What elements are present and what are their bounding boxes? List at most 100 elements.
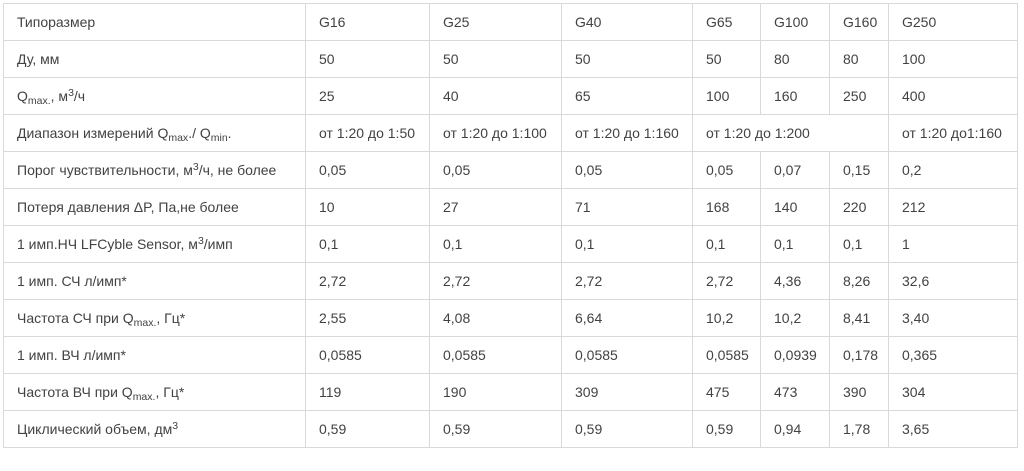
- value-cell: 309: [561, 373, 693, 411]
- row-label-cell: Диапазон измерений Qmax./ Qmin.: [3, 114, 306, 152]
- value-cell: 0,1: [305, 225, 430, 263]
- value-cell: 140: [760, 188, 830, 226]
- value-cell: 0,365: [888, 336, 1018, 374]
- column-header-cell: G65: [692, 3, 761, 41]
- row-label-cell: Ду, мм: [3, 40, 306, 78]
- value-cell: 160: [760, 77, 830, 115]
- table-row: Частота ВЧ при Qmax., Гц* 119 190 309 475 473…: [3, 373, 1018, 411]
- value-cell: 100: [692, 77, 761, 115]
- value-cell: 1,78: [829, 410, 889, 448]
- value-cell: от 1:20 до 1:100: [429, 114, 562, 152]
- value-cell: 8,26: [829, 262, 889, 300]
- column-header-cell: G40: [561, 3, 693, 41]
- value-cell: 80: [760, 40, 830, 78]
- value-cell: 220: [829, 188, 889, 226]
- value-cell: 50: [429, 40, 562, 78]
- row-label-cell: Порог чувствительности, м3/ч, не более: [3, 151, 306, 189]
- value-cell: 10: [305, 188, 430, 226]
- value-cell: 32,6: [888, 262, 1018, 300]
- value-cell: 3,40: [888, 299, 1018, 337]
- value-cell: 50: [561, 40, 693, 78]
- value-cell: 0,0939: [760, 336, 830, 374]
- value-cell: 2,55: [305, 299, 430, 337]
- row-label-cell: Qmax., м3/ч: [3, 77, 306, 115]
- value-cell: 8,41: [829, 299, 889, 337]
- value-cell: 0,1: [692, 225, 761, 263]
- value-cell: 1: [888, 225, 1018, 263]
- value-cell: 212: [888, 188, 1018, 226]
- row-label-cell: Потеря давления ΔP, Па,не более: [3, 188, 306, 226]
- table-row: Циклический объем, дм3 0,59 0,59 0,59 0,59 0,…: [3, 410, 1018, 448]
- value-cell: 0,05: [429, 151, 562, 189]
- value-cell: 50: [305, 40, 430, 78]
- value-cell: 390: [829, 373, 889, 411]
- header-label-cell: Типоразмер: [3, 3, 306, 41]
- value-cell: 10,2: [692, 299, 761, 337]
- table-row: Ду, мм 50 50 50 50 80 80 100: [3, 40, 1018, 78]
- table-row: Потеря давления ΔP, Па,не более 10 27 71 168…: [3, 188, 1018, 226]
- value-cell: 0,59: [429, 410, 562, 448]
- value-cell: 6,64: [561, 299, 693, 337]
- value-cell: 119: [305, 373, 430, 411]
- row-label-cell: 1 имп. ВЧ л/имп*: [3, 336, 306, 374]
- value-cell: 0,59: [561, 410, 693, 448]
- value-cell: 10,2: [760, 299, 830, 337]
- value-cell: 50: [692, 40, 761, 78]
- value-cell: 0,59: [305, 410, 430, 448]
- value-cell: 100: [888, 40, 1018, 78]
- value-cell: 71: [561, 188, 693, 226]
- value-cell: от 1:20 до 1:50: [305, 114, 430, 152]
- value-cell: 0,1: [561, 225, 693, 263]
- table-row: Порог чувствительности, м3/ч, не более 0,…: [3, 151, 1018, 189]
- value-cell: 3,65: [888, 410, 1018, 448]
- value-cell: 250: [829, 77, 889, 115]
- value-cell: 40: [429, 77, 562, 115]
- value-cell: 0,05: [305, 151, 430, 189]
- gas-meter-spec-table: Типоразмер G16 G25 G40 G65 G100 G160 G250 Ду, мм…: [3, 3, 1018, 448]
- value-cell: от 1:20 до1:160: [888, 114, 1018, 152]
- column-header-cell: G16: [305, 3, 430, 41]
- value-cell: 80: [829, 40, 889, 78]
- column-header-cell: G160: [829, 3, 889, 41]
- value-cell: 65: [561, 77, 693, 115]
- value-cell: 304: [888, 373, 1018, 411]
- spec-table-body: Типоразмер G16 G25 G40 G65 G100 G160 G250 Ду, мм…: [3, 3, 1018, 448]
- value-cell: 25: [305, 77, 430, 115]
- value-cell: от 1:20 до 1:160: [561, 114, 693, 152]
- value-cell: 2,72: [429, 262, 562, 300]
- value-cell: 0,1: [829, 225, 889, 263]
- row-label-cell: 1 имп. СЧ л/имп*: [3, 262, 306, 300]
- row-label-cell: Циклический объем, дм3: [3, 410, 306, 448]
- value-cell: 0,0585: [429, 336, 562, 374]
- table-row: 1 имп. ВЧ л/имп* 0,0585 0,0585 0,0585 0,0585…: [3, 336, 1018, 374]
- column-header-cell: G250: [888, 3, 1018, 41]
- value-cell: 0,59: [692, 410, 761, 448]
- table-row: Диапазон измерений Qmax./ Qmin. от 1:20 д…: [3, 114, 1018, 152]
- row-label-cell: 1 имп.НЧ LFCyble Sensor, м3/имп: [3, 225, 306, 263]
- value-cell: 0,2: [888, 151, 1018, 189]
- table-row: Qmax., м3/ч 25 40 65 100 160 250 400: [3, 77, 1018, 115]
- value-cell: 0,0585: [561, 336, 693, 374]
- value-cell: 2,72: [692, 262, 761, 300]
- header-row: Типоразмер G16 G25 G40 G65 G100 G160 G250: [3, 3, 1018, 41]
- table-row: 1 имп. СЧ л/имп* 2,72 2,72 2,72 2,72 4,36 8,26…: [3, 262, 1018, 300]
- value-cell: 2,72: [561, 262, 693, 300]
- column-header-cell: G25: [429, 3, 562, 41]
- value-cell: 0,0585: [305, 336, 430, 374]
- value-cell: 475: [692, 373, 761, 411]
- value-cell: 168: [692, 188, 761, 226]
- value-cell: 0,94: [760, 410, 830, 448]
- value-cell: 0,05: [692, 151, 761, 189]
- row-label-cell: Частота СЧ при Qmax., Гц*: [3, 299, 306, 337]
- table-row: Частота СЧ при Qmax., Гц* 2,55 4,08 6,64 10,…: [3, 299, 1018, 337]
- value-cell: 400: [888, 77, 1018, 115]
- value-cell: 0,05: [561, 151, 693, 189]
- value-cell: 4,08: [429, 299, 562, 337]
- value-cell: 0,0585: [692, 336, 761, 374]
- value-cell: 0,15: [829, 151, 889, 189]
- column-header-cell: G100: [760, 3, 830, 41]
- value-cell: от 1:20 до 1:200: [692, 114, 889, 152]
- value-cell: 0,178: [829, 336, 889, 374]
- value-cell: 27: [429, 188, 562, 226]
- value-cell: 4,36: [760, 262, 830, 300]
